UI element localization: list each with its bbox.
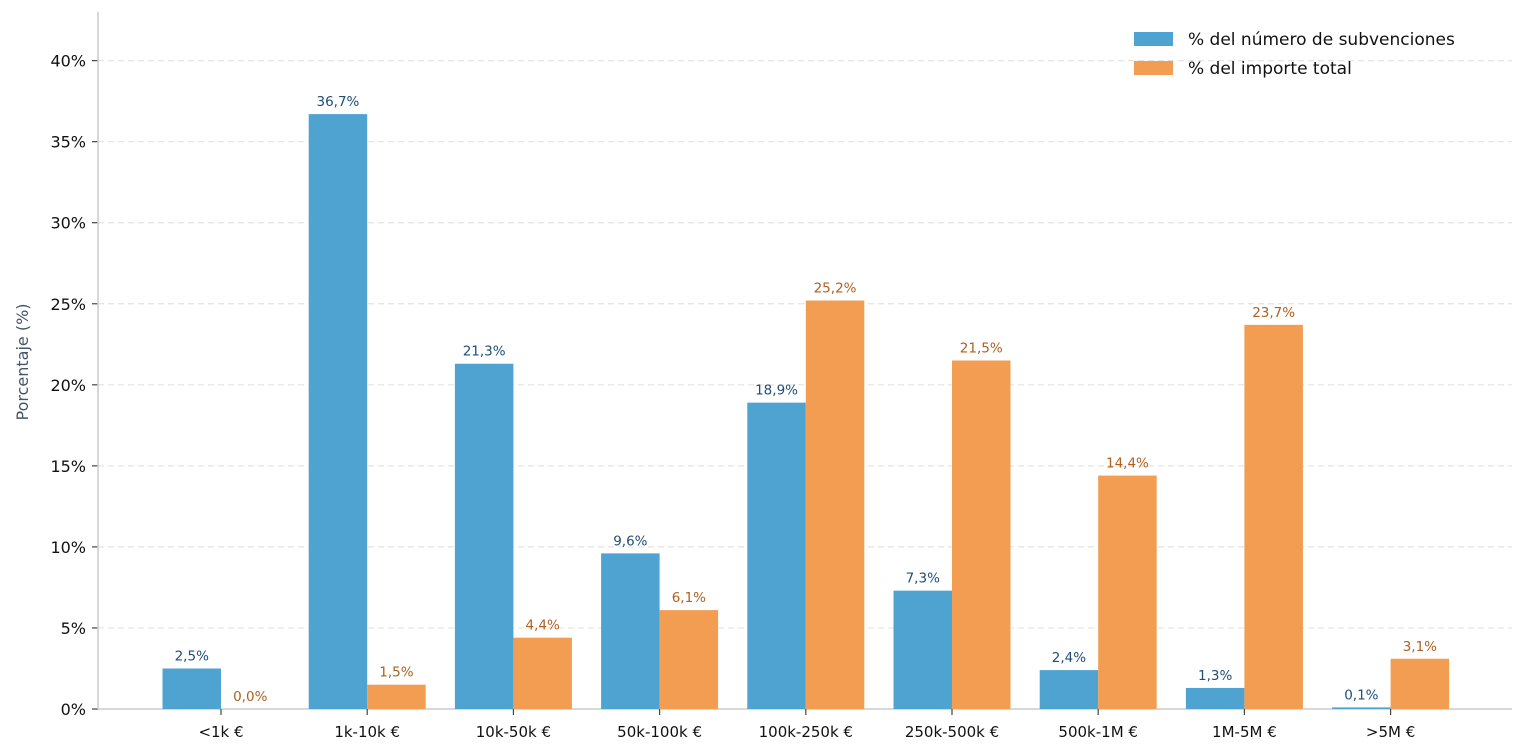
- y-tick-label: 40%: [50, 52, 86, 71]
- data-label: 3,1%: [1403, 639, 1437, 655]
- bar-count[interactable]: [601, 553, 660, 709]
- data-label: 25,2%: [814, 281, 857, 297]
- x-tick-label: >5M €: [1366, 723, 1415, 741]
- bar-amount[interactable]: [1098, 475, 1157, 709]
- y-tick-label: 15%: [50, 457, 86, 476]
- bars: [162, 114, 1450, 710]
- x-tick-label: 10k-50k €: [476, 723, 551, 741]
- data-label: 18,9%: [755, 383, 798, 399]
- x-tick-label: 1k-10k €: [334, 723, 400, 741]
- x-tick-label: 500k-1M €: [1058, 723, 1138, 741]
- y-tick-label: 10%: [50, 538, 86, 557]
- legend-label: % del número de subvenciones: [1188, 30, 1455, 50]
- bar-count[interactable]: [1185, 687, 1245, 709]
- data-label: 1,5%: [379, 665, 413, 681]
- bar-amount[interactable]: [367, 684, 426, 709]
- bar-count[interactable]: [308, 114, 368, 710]
- bar-count[interactable]: [1332, 707, 1391, 709]
- x-tick-label: 250k-500k €: [905, 723, 999, 741]
- data-label: 23,7%: [1252, 305, 1295, 321]
- data-label: 2,5%: [175, 648, 209, 664]
- x-tick-label: <1k €: [198, 723, 243, 741]
- data-label: 2,4%: [1052, 650, 1086, 666]
- data-label: 4,4%: [525, 618, 559, 634]
- y-axis-label: Porcentaje (%): [13, 303, 32, 420]
- bar-count[interactable]: [454, 363, 514, 709]
- data-label: 0,0%: [233, 689, 267, 705]
- x-tick-label: 1M-5M €: [1212, 723, 1277, 741]
- data-label: 21,5%: [960, 341, 1003, 357]
- data-label: 0,1%: [1344, 687, 1378, 703]
- data-label: 36,7%: [317, 94, 360, 110]
- y-tick-label: 5%: [61, 619, 86, 638]
- data-label: 6,1%: [672, 590, 706, 606]
- data-label: 21,3%: [463, 344, 506, 360]
- x-tick-label: 100k-250k €: [759, 723, 853, 741]
- bar-count[interactable]: [747, 402, 806, 709]
- y-tick-label: 35%: [50, 133, 86, 152]
- y-tick-label: 25%: [50, 295, 86, 314]
- x-tick-label: 50k-100k €: [617, 723, 702, 741]
- bar-amount[interactable]: [1390, 658, 1450, 709]
- data-label: 9,6%: [613, 533, 647, 549]
- bar-count[interactable]: [1039, 670, 1099, 709]
- bar-count[interactable]: [893, 590, 953, 709]
- legend-swatch: [1134, 32, 1173, 46]
- data-label: 1,3%: [1198, 668, 1232, 684]
- legend-swatch: [1134, 61, 1173, 75]
- tick-labels: 0% 5% 10% 15% 20% 25% 30% 35% 40% <1k € 1k-10k € 10…: [50, 52, 1415, 741]
- bar-amount[interactable]: [659, 610, 719, 709]
- legend[interactable]: % del número de subvenciones % del import…: [1134, 30, 1455, 79]
- data-label: 14,4%: [1106, 456, 1149, 472]
- data-labels: 2,5% 0,0% 36,7% 1,5% 21,3% 4,4% 9,6% 6,1% 18,9% 2…: [175, 94, 1438, 705]
- data-label: 7,3%: [906, 571, 940, 587]
- bar-count[interactable]: [162, 668, 222, 709]
- legend-label: % del importe total: [1188, 59, 1352, 79]
- bar-amount[interactable]: [805, 300, 865, 709]
- y-tick-label: 0%: [61, 700, 86, 719]
- y-tick-label: 30%: [50, 214, 86, 233]
- bar-amount[interactable]: [513, 637, 572, 709]
- bar-amount[interactable]: [1244, 324, 1303, 709]
- bar-amount[interactable]: [952, 360, 1011, 710]
- y-tick-label: 20%: [50, 376, 86, 395]
